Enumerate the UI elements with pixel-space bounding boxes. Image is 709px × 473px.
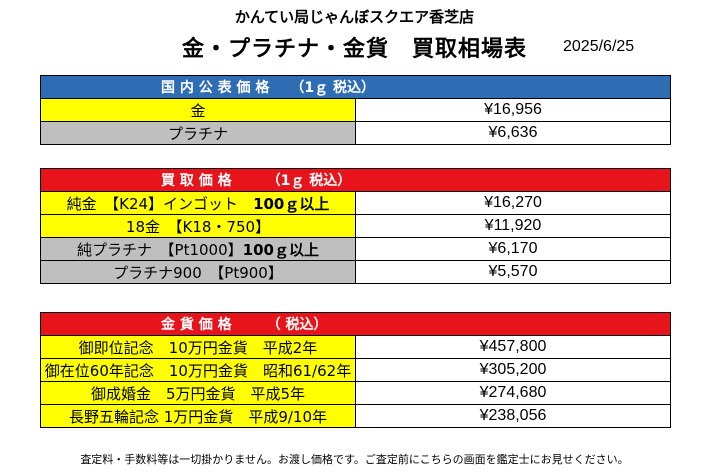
- table-row: 御成婚金 5万円金貨 平成5年 ¥274,680: [40, 381, 671, 405]
- footer-note: 査定料・手数料等は一切掛かりません。お渡し価格です。ご査定前にこちらの画面を鑑定…: [80, 453, 629, 466]
- buy-pt1000-value: ¥6,170: [355, 237, 671, 261]
- table-row: プラチナ ¥6,636: [40, 121, 671, 145]
- buy-k24-min: 100ｇ以上: [253, 194, 330, 213]
- table-row: 純金 【K24】インゴット 100ｇ以上 ¥16,270: [40, 191, 671, 215]
- coin-seikon-value: ¥274,680: [355, 381, 671, 405]
- coin-price-header-row: 金 貨 価 格 （ 税込）: [40, 312, 671, 336]
- buy-pt1000-text: 純プラチナ 【Pt1000】: [77, 240, 243, 259]
- public-platinum-label: プラチナ: [40, 121, 356, 145]
- coin-sokui-label: 御即位記念 10万円金貨 平成2年: [40, 335, 356, 359]
- buy-price-header: 買 取 価 格 （1ｇ 税込）: [40, 168, 671, 192]
- public-gold-label: 金: [40, 98, 356, 122]
- public-price-header: 国 内 公 表 価 格 （1ｇ 税込）: [40, 75, 671, 99]
- buy-pt900-value: ¥5,570: [355, 260, 671, 284]
- buy-pt900-label: プラチナ900 【Pt900】: [40, 260, 356, 284]
- coin-seikon-label: 御成婚金 5万円金貨 平成5年: [40, 381, 356, 405]
- coin-nagano-label: 長野五輪記念 1万円金貨 平成9/10年: [40, 404, 356, 428]
- date-label: 2025/6/25: [563, 38, 635, 55]
- coin-nagano-value: ¥238,056: [355, 404, 671, 428]
- buy-k24-label: 純金 【K24】インゴット 100ｇ以上: [40, 191, 356, 215]
- public-gold-value: ¥16,956: [355, 98, 671, 122]
- table-row: 純プラチナ 【Pt1000】100ｇ以上 ¥6,170: [40, 237, 671, 261]
- buy-pt1000-label: 純プラチナ 【Pt1000】100ｇ以上: [40, 237, 356, 261]
- buy-k18-label: 18金 【K18・750】: [40, 214, 356, 238]
- page-title: 金・プラチナ・金貨 買取相場表: [181, 37, 527, 62]
- buy-k24-value: ¥16,270: [355, 191, 671, 215]
- table-row: 長野五輪記念 1万円金貨 平成9/10年 ¥238,056: [40, 404, 671, 428]
- buy-price-table: 買 取 価 格 （1ｇ 税込） 純金 【K24】インゴット 100ｇ以上 ¥16…: [40, 168, 671, 284]
- table-row: 御即位記念 10万円金貨 平成2年 ¥457,800: [40, 335, 671, 359]
- table-row: 18金 【K18・750】 ¥11,920: [40, 214, 671, 238]
- buy-pt1000-min: 100ｇ以上: [242, 240, 319, 259]
- public-price-header-row: 国 内 公 表 価 格 （1ｇ 税込）: [40, 75, 671, 99]
- public-platinum-value: ¥6,636: [355, 121, 671, 145]
- table-row: 金 ¥16,956: [40, 98, 671, 122]
- public-price-table: 国 内 公 表 価 格 （1ｇ 税込） 金 ¥16,956 プラチナ ¥6,63…: [40, 75, 671, 145]
- coin-sokui-value: ¥457,800: [355, 335, 671, 359]
- store-name: かんてい局じゃんぼスクエア香芝店: [234, 8, 475, 26]
- coin-price-header: 金 貨 価 格 （ 税込）: [40, 312, 671, 336]
- table-row: プラチナ900 【Pt900】 ¥5,570: [40, 260, 671, 284]
- buy-price-header-row: 買 取 価 格 （1ｇ 税込）: [40, 168, 671, 192]
- buy-k24-text: 純金 【K24】インゴット: [66, 194, 254, 213]
- coin-price-table: 金 貨 価 格 （ 税込） 御即位記念 10万円金貨 平成2年 ¥457,800…: [40, 312, 671, 428]
- table-row: 御在位60年記念 10万円金貨 昭和61/62年 ¥305,200: [40, 358, 671, 382]
- coin-zaii-label: 御在位60年記念 10万円金貨 昭和61/62年: [40, 358, 356, 382]
- coin-zaii-value: ¥305,200: [355, 358, 671, 382]
- buy-k18-value: ¥11,920: [355, 214, 671, 238]
